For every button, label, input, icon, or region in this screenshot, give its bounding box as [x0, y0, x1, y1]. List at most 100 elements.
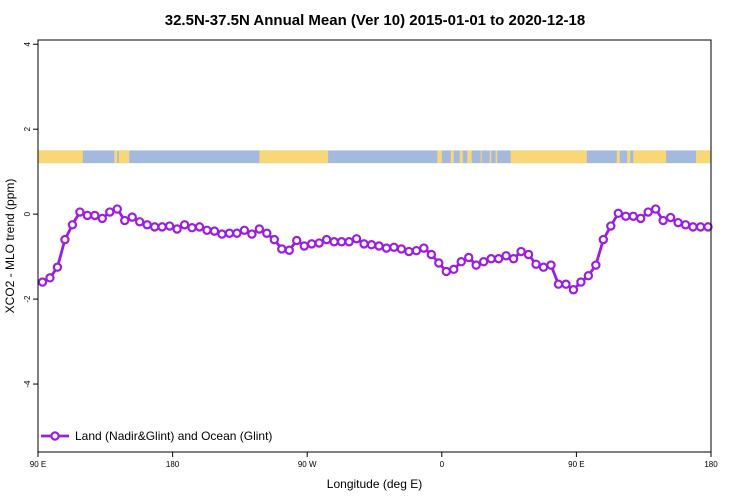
land-segment	[467, 150, 472, 164]
data-point	[426, 249, 437, 260]
land-segment	[616, 150, 620, 164]
data-point	[531, 259, 541, 269]
data-point	[695, 222, 706, 232]
x-tick-label: 90 E	[30, 460, 46, 469]
data-point	[643, 207, 653, 217]
data-point	[67, 220, 78, 230]
data-point	[568, 285, 579, 295]
data-point	[284, 245, 294, 255]
data-point	[262, 228, 272, 238]
data-point	[202, 225, 212, 235]
land-segment	[114, 150, 118, 164]
legend-marker	[50, 431, 60, 441]
data-point	[90, 210, 100, 221]
data-point	[613, 208, 623, 218]
data-point	[254, 224, 265, 234]
data-point	[561, 279, 571, 289]
data-point	[628, 211, 638, 221]
data-point	[493, 254, 504, 264]
data-point	[232, 228, 242, 238]
legend: Land (Nadir&Glint) and Ocean (Glint)	[41, 429, 272, 443]
series-line-group	[37, 204, 713, 295]
data-point	[224, 228, 235, 238]
data-point	[60, 234, 70, 245]
data-point	[404, 246, 414, 257]
data-point	[636, 213, 646, 224]
data-point	[164, 221, 175, 231]
data-point	[673, 217, 683, 228]
land-segment	[489, 150, 492, 164]
data-point	[172, 224, 182, 234]
x-tick-label: 180	[166, 460, 180, 469]
data-point	[553, 279, 564, 289]
data-point	[37, 277, 48, 287]
data-point	[306, 239, 317, 249]
data-point	[75, 207, 85, 217]
y-tick-label: 4	[23, 41, 32, 46]
data-point	[665, 212, 676, 223]
data-point	[501, 251, 511, 261]
data-point	[179, 220, 190, 230]
data-point	[456, 257, 466, 267]
data-point	[336, 237, 347, 247]
data-point	[149, 222, 160, 232]
data-point	[97, 213, 108, 224]
data-point	[187, 223, 197, 233]
data-point	[538, 262, 549, 272]
y-axis-label: XCO2 - MLO trend (ppm)	[3, 179, 17, 314]
chart-title: 32.5N-37.5N Annual Mean (Ver 10) 2015-01…	[165, 12, 585, 29]
land-segment	[259, 150, 329, 164]
data-point	[486, 254, 496, 264]
land-segment	[633, 150, 667, 164]
land-segment	[627, 150, 631, 164]
data-point	[658, 215, 668, 226]
data-point	[45, 273, 55, 283]
data-point	[239, 225, 250, 235]
y-tick-label: 0	[23, 211, 32, 216]
data-point	[419, 243, 429, 253]
data-point	[688, 222, 698, 232]
data-point	[583, 271, 594, 281]
y-tick-label: 2	[23, 126, 32, 131]
data-point	[546, 260, 556, 270]
axes: 90 E 180 90 W 0 90 E 180 4 2 0 -2 -4	[23, 41, 718, 469]
data-point	[344, 237, 354, 247]
data-point	[142, 220, 152, 230]
data-point	[703, 222, 713, 232]
data-point	[209, 226, 220, 236]
data-point	[441, 266, 451, 277]
data-point	[366, 240, 377, 250]
land-segment	[480, 150, 482, 164]
y-tick-label: -2	[23, 295, 32, 303]
data-point	[120, 215, 130, 226]
data-point	[434, 258, 444, 268]
data-point	[351, 234, 362, 244]
y-tick-label: -4	[23, 380, 32, 388]
data-point	[269, 234, 279, 245]
data-point	[598, 234, 609, 245]
land-segment	[437, 150, 442, 164]
data-point	[621, 211, 631, 221]
data-point	[82, 210, 93, 221]
legend-entry-label: Land (Nadir&Glint) and Ocean (Glint)	[75, 429, 272, 443]
data-point	[134, 217, 145, 227]
data-point	[650, 204, 661, 214]
data-point	[157, 222, 167, 232]
data-point	[396, 244, 407, 254]
data-point	[194, 222, 205, 232]
data-point	[105, 207, 115, 217]
data-point	[247, 229, 257, 239]
data-point	[52, 262, 63, 272]
data-point	[299, 241, 309, 251]
data-point	[292, 235, 302, 246]
data-point	[277, 244, 287, 254]
data-point	[464, 252, 474, 263]
data-point	[471, 260, 481, 270]
data-point	[389, 242, 399, 252]
land-segment	[510, 150, 587, 164]
data-point	[523, 249, 534, 260]
x-axis-label: Longitude (deg E)	[327, 477, 422, 491]
data-point	[680, 220, 691, 230]
land-segment	[696, 150, 711, 164]
